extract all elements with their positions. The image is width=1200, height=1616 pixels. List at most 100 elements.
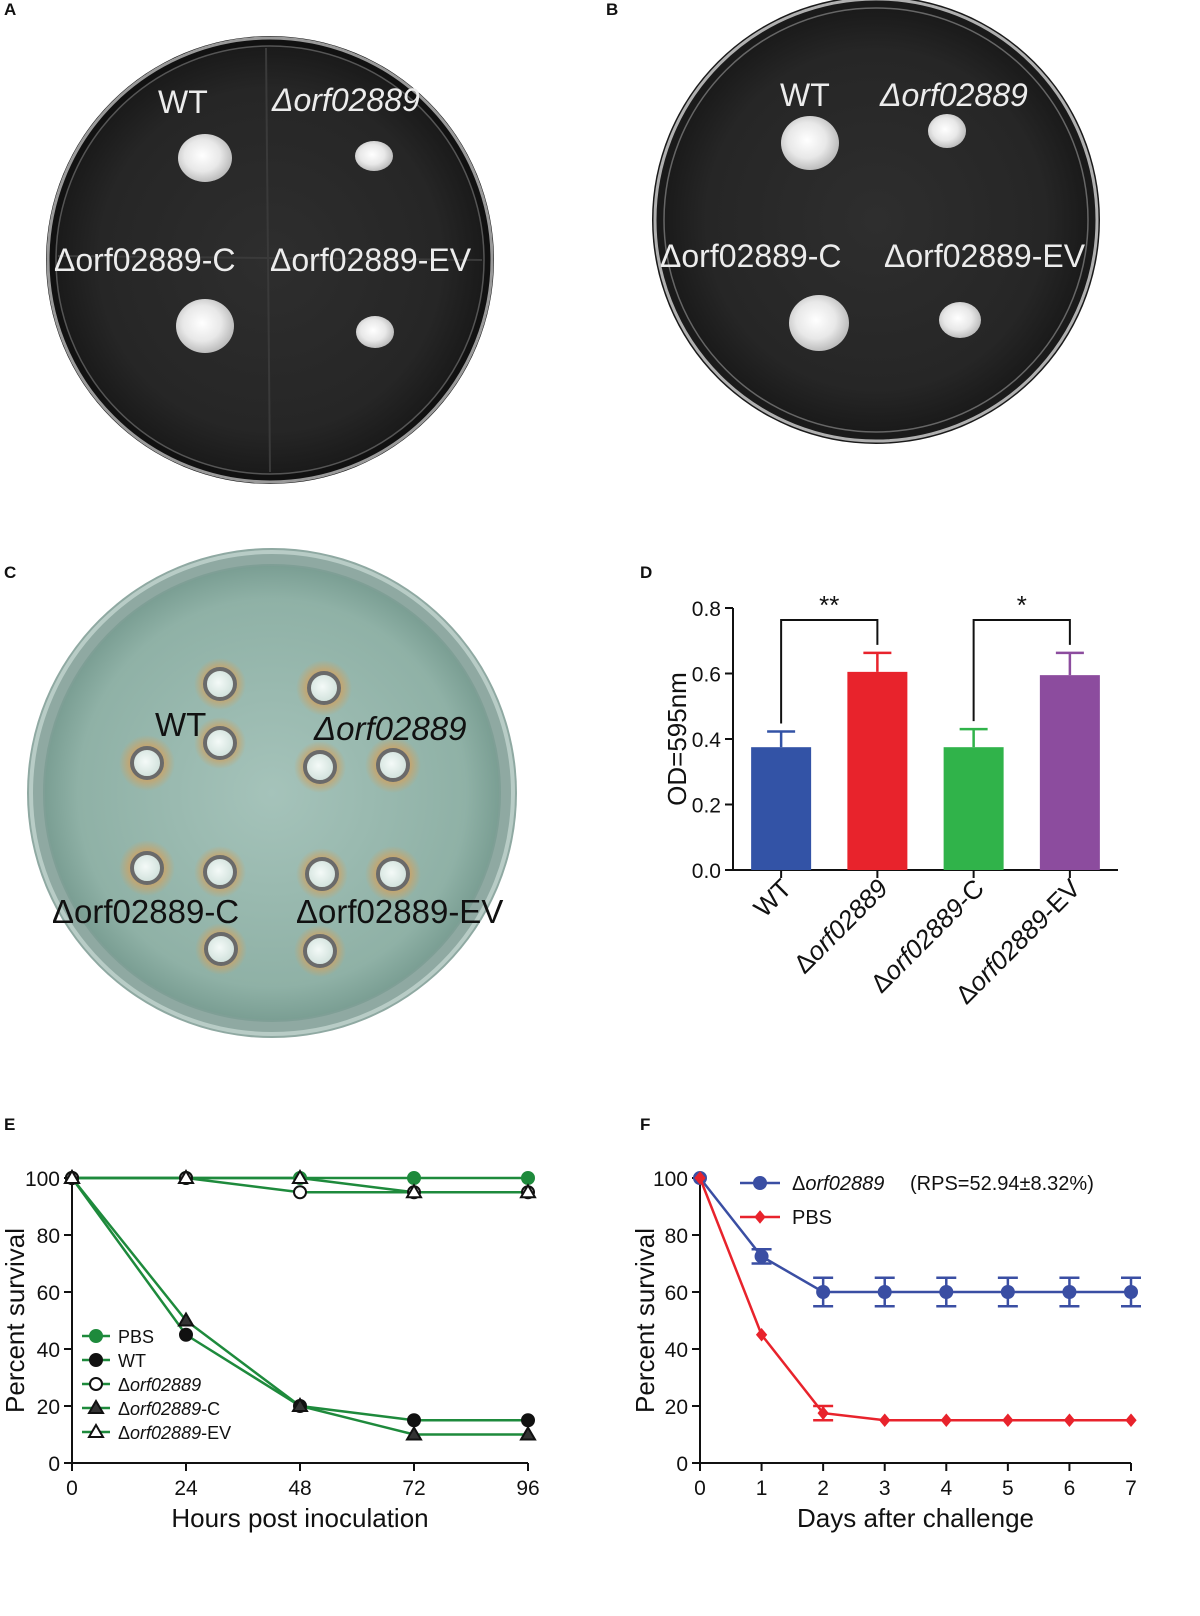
chart-e-legend-label: Δorf02889-EV	[118, 1423, 231, 1443]
chart-f-point	[877, 1285, 892, 1299]
chart-f-y-tick-label: 40	[665, 1339, 688, 1362]
colony-a-wt	[178, 134, 232, 182]
chart-f-point	[1062, 1285, 1077, 1299]
chart-f-y-axis-title: Percent survival	[630, 1228, 660, 1413]
disc	[203, 726, 237, 760]
plate-c-label-wt: WT	[155, 706, 206, 743]
chart-f-point	[694, 1171, 706, 1185]
chart-e-x-axis-title: Hours post inoculation	[171, 1503, 428, 1533]
chart-f-point	[1063, 1413, 1076, 1428]
chart-e-legend-marker	[87, 1423, 105, 1438]
chart-f-point	[817, 1406, 829, 1420]
chart-f-y-tick-label: 80	[665, 1225, 688, 1248]
chart-e-x-tick-label: 72	[402, 1477, 425, 1500]
chart-d-x-tick-label: WT	[748, 873, 798, 923]
plate-c: WT Δorf02889 Δorf02889-C Δorf02889-EV	[27, 548, 517, 1038]
plate-b-label-empty-vector: Δorf02889-EV	[884, 238, 1086, 274]
chart-d-significance-bracket	[972, 619, 1071, 722]
disc	[303, 750, 337, 784]
chart-f-x-tick-label: 5	[1002, 1477, 1014, 1500]
chart-d-bar	[943, 747, 1004, 870]
chart-e-y-tick-label: 20	[37, 1396, 60, 1419]
disc	[203, 855, 237, 889]
panel-letter-a: A	[4, 0, 17, 19]
chart-f-x-axis-title: Days after challenge	[797, 1503, 1034, 1533]
chart-e-survival-hours: 0 20 40 60 80 100 0 24 48 72 96 Hours post inoculat…	[0, 1168, 540, 1533]
plate-a-label-mutant: Δorf02889	[271, 82, 420, 118]
chart-e-legend-marker	[89, 1353, 103, 1367]
chart-f-legend-label: PBS	[792, 1207, 832, 1229]
chart-e-legend-marker	[89, 1329, 103, 1343]
disc	[305, 857, 339, 891]
chart-f-y-tick-label: 0	[676, 1453, 688, 1476]
chart-d-y-axis-title: OD=595nm	[662, 672, 692, 806]
chart-d-y-tick-label: 0.6	[692, 664, 721, 687]
chart-e-point	[63, 1169, 81, 1184]
chart-f-series-line	[699, 1177, 1131, 1294]
chart-d-y-tick-label: 0.2	[692, 795, 721, 818]
chart-f-legend-marker	[753, 1176, 767, 1190]
chart-e-point	[179, 1327, 193, 1342]
plate-b-label-complement: Δorf02889-C	[660, 238, 841, 274]
disc	[307, 671, 341, 705]
chart-e-point	[407, 1171, 421, 1185]
panel-letter-e: E	[4, 1115, 16, 1134]
chart-e-point	[177, 1311, 195, 1327]
chart-f-point	[1002, 1413, 1014, 1428]
chart-f-point	[1124, 1285, 1138, 1299]
chart-f-x-tick-label: 4	[940, 1477, 952, 1500]
chart-e-legend-label: WT	[118, 1351, 146, 1371]
chart-e-y-tick-label: 100	[25, 1168, 60, 1191]
colony-a-empty-vector	[356, 316, 394, 348]
chart-f-legend-extra: (RPS=52.94±8.32%)	[910, 1173, 1094, 1195]
chart-f-legend-label: Δorf02889	[792, 1173, 884, 1195]
chart-e-x-tick-label: 0	[66, 1477, 78, 1500]
chart-e-point	[293, 1185, 307, 1200]
chart-f-point	[879, 1413, 891, 1428]
disc	[376, 748, 410, 782]
disc	[130, 746, 164, 780]
chart-e-y-tick-label: 60	[37, 1282, 60, 1305]
chart-f-series-line	[698, 1177, 1131, 1422]
disc-group-wt	[119, 658, 246, 791]
chart-e-y-tick-label: 80	[37, 1225, 60, 1248]
plate-a-divider-horizontal	[57, 255, 483, 261]
chart-f-point	[816, 1285, 831, 1299]
chart-f-point	[1125, 1413, 1137, 1428]
chart-d-bar	[847, 671, 908, 870]
plate-c-label-mutant: Δorf02889	[313, 710, 466, 747]
chart-e-legend-marker	[89, 1377, 103, 1391]
plate-b: WT Δorf02889 Δorf02889-C Δorf02889-EV	[652, 0, 1100, 444]
colony-b-empty-vector	[939, 302, 981, 338]
chart-f-survival-days: 0 20 40 60 80 100 0 1 2 3 4 5 6 7 Days after challenge…	[630, 1168, 1141, 1533]
colony-b-wt	[781, 116, 839, 170]
chart-f-y-tick-label: 100	[653, 1168, 688, 1191]
chart-e-point	[177, 1169, 195, 1184]
chart-e-legend-label: Δorf02889-C	[118, 1399, 220, 1419]
chart-f-x-tick-label: 0	[694, 1477, 706, 1500]
chart-d-significance-label: **	[819, 590, 839, 620]
plate-b-agar	[663, 7, 1089, 433]
disc-group-complement	[119, 840, 247, 975]
plate-c-label-complement: Δorf02889-C	[52, 893, 239, 930]
chart-f-legend-marker	[754, 1210, 766, 1224]
disc	[204, 932, 238, 966]
plate-b-label-wt: WT	[780, 77, 830, 113]
plate-c-agar	[43, 564, 501, 1022]
chart-f-x-tick-label: 2	[817, 1477, 829, 1500]
chart-e-legend-marker	[87, 1399, 105, 1414]
chart-e-point	[521, 1413, 535, 1428]
chart-e-point	[405, 1425, 423, 1441]
plate-c-label-empty-vector: Δorf02889-EV	[296, 893, 503, 930]
plate-a-rim-highlight	[46, 36, 494, 484]
chart-d-y-tick-label: 0.0	[692, 860, 721, 883]
chart-e-series-line	[71, 1177, 528, 1436]
chart-e-x-tick-label: 96	[516, 1477, 539, 1500]
chart-e-point	[291, 1397, 309, 1412]
panel-letter-d: D	[640, 563, 653, 582]
chart-e-y-tick-label: 0	[48, 1453, 60, 1476]
chart-d-bar	[751, 747, 812, 870]
chart-f-point	[940, 1413, 952, 1428]
chart-d-y-tick-label: 0.4	[692, 729, 722, 752]
